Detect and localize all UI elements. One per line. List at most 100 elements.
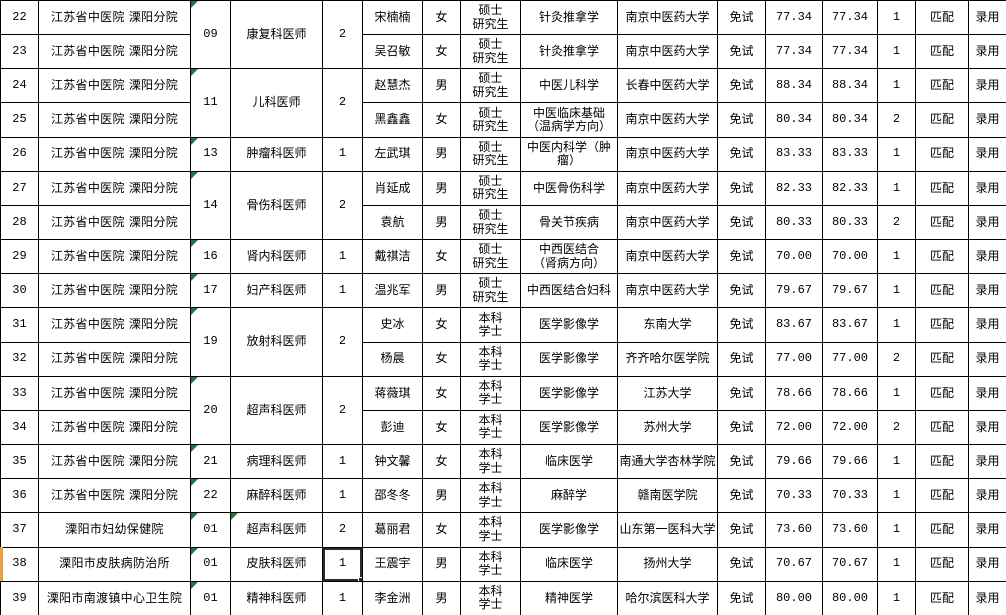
cell-sequence-number[interactable]: 31 — [0, 307, 39, 343]
cell-match-status[interactable]: 匹配 — [915, 580, 969, 615]
table-row[interactable]: 23 江苏省中医院 溧阳分院 吴召敏女硕士 研究生 针灸推拿学 南京中医药大学 免试 77.3… — [0, 34, 1006, 70]
cell-score-2[interactable]: 70.33 — [822, 478, 878, 514]
cell-post-code[interactable]: 11 — [190, 68, 231, 138]
table-row[interactable]: 29 江苏省中医院 溧阳分院 16 肾内科医师 1 戴祺洁女硕士 研究生 中西医结合 （肾病方向… — [0, 239, 1006, 275]
cell-exam-status[interactable]: 免试 — [717, 444, 766, 480]
cell-score-2[interactable]: 78.66 — [822, 375, 878, 411]
cell-score-2[interactable]: 79.67 — [822, 273, 878, 309]
cell-sequence-number[interactable]: 28 — [0, 204, 39, 241]
cell-sequence-number[interactable]: 22 — [0, 0, 39, 36]
cell-score-1[interactable]: 78.66 — [765, 375, 823, 411]
cell-degree[interactable]: 硕士 研究生 — [460, 102, 521, 138]
cell-result[interactable]: 录用 — [968, 34, 1006, 70]
cell-match-status[interactable]: 匹配 — [915, 273, 969, 309]
cell-school[interactable]: 赣南医学院 — [617, 478, 718, 514]
cell-score-1[interactable]: 77.34 — [765, 34, 823, 70]
cell-post-name[interactable]: 病理科医师 — [230, 444, 323, 480]
cell-post-code[interactable]: 16 — [190, 239, 231, 275]
cell-sequence-number[interactable]: 32 — [0, 341, 39, 377]
cell-result[interactable]: 录用 — [968, 546, 1006, 582]
cell-post-name[interactable]: 精神科医师 — [230, 580, 323, 615]
cell-school[interactable]: 江苏大学 — [617, 375, 718, 411]
cell-degree[interactable]: 硕士 研究生 — [460, 170, 521, 206]
cell-exam-status[interactable]: 免试 — [717, 307, 766, 343]
table-row[interactable]: 26 江苏省中医院 溧阳分院 13 肿瘤科医师 1 左武琪男硕士 研究生 中医内科学（肿瘤）南… — [0, 136, 1006, 172]
cell-gender[interactable]: 女 — [422, 239, 461, 275]
cell-degree[interactable]: 硕士 研究生 — [460, 68, 521, 104]
cell-sequence-number[interactable]: 38 — [0, 546, 39, 582]
cell-score-1[interactable]: 83.33 — [765, 136, 823, 172]
cell-score-1[interactable]: 82.33 — [765, 170, 823, 206]
cell-major[interactable]: 临床医学 — [520, 546, 618, 582]
cell-school[interactable]: 苏州大学 — [617, 409, 718, 446]
cell-match-status[interactable]: 匹配 — [915, 0, 969, 36]
cell-school[interactable]: 南通大学杏林学院 — [617, 444, 718, 480]
cell-post-name[interactable]: 放射科医师 — [230, 307, 323, 377]
cell-result[interactable]: 录用 — [968, 204, 1006, 241]
cell-exam-status[interactable]: 免试 — [717, 409, 766, 446]
cell-degree[interactable]: 硕士 研究生 — [460, 239, 521, 275]
cell-exam-status[interactable]: 免试 — [717, 102, 766, 138]
cell-score-2[interactable]: 88.34 — [822, 68, 878, 104]
cell-degree[interactable]: 本科 学士 — [460, 341, 521, 377]
cell-score-1[interactable]: 79.67 — [765, 273, 823, 309]
cell-sequence-number[interactable]: 25 — [0, 102, 39, 138]
cell-major[interactable]: 麻醉学 — [520, 478, 618, 514]
cell-rank[interactable]: 1 — [877, 512, 916, 548]
table-row[interactable]: 39 溧阳市南渡镇中心卫生院 01 精神科医师 1 李金洲男本科 学士 精神医学 哈尔滨医科大学… — [0, 580, 1006, 615]
cell-major[interactable]: 针灸推拿学 — [520, 34, 618, 70]
cell-school[interactable]: 哈尔滨医科大学 — [617, 580, 718, 615]
cell-employer-unit[interactable]: 江苏省中医院 溧阳分院 — [38, 444, 191, 480]
cell-post-name[interactable]: 超声科医师 — [230, 375, 323, 446]
table-row[interactable]: 28 江苏省中医院 溧阳分院 袁航男硕士 研究生 骨关节疾病 南京中医药大学 免试 80.33… — [0, 204, 1006, 241]
cell-match-status[interactable]: 匹配 — [915, 512, 969, 548]
cell-major[interactable]: 医学影像学 — [520, 307, 618, 343]
cell-employer-unit[interactable]: 江苏省中医院 溧阳分院 — [38, 341, 191, 377]
table-row[interactable]: 27 江苏省中医院 溧阳分院 14 骨伤科医师 2 肖延成男硕士 研究生 中医骨伤科学 南京中医… — [0, 170, 1006, 241]
cell-sequence-number[interactable]: 29 — [0, 239, 39, 275]
cell-exam-status[interactable]: 免试 — [717, 34, 766, 70]
cell-gender[interactable]: 女 — [422, 444, 461, 480]
cell-exam-status[interactable]: 免试 — [717, 375, 766, 411]
cell-school[interactable]: 东南大学 — [617, 307, 718, 343]
cell-employer-unit[interactable]: 江苏省中医院 溧阳分院 — [38, 409, 191, 446]
cell-score-1[interactable]: 80.33 — [765, 204, 823, 241]
cell-gender[interactable]: 女 — [422, 307, 461, 343]
cell-candidate-name[interactable]: 左武琪 — [362, 136, 423, 172]
cell-post-code[interactable]: 20 — [190, 375, 231, 446]
cell-rank[interactable]: 1 — [877, 546, 916, 582]
cell-score-2[interactable]: 83.67 — [822, 307, 878, 343]
cell-post-code[interactable]: 01 — [190, 580, 231, 615]
cell-post-name[interactable]: 妇产科医师 — [230, 273, 323, 309]
cell-rank[interactable]: 2 — [877, 341, 916, 377]
cell-headcount[interactable]: 2 — [322, 0, 363, 70]
cell-score-2[interactable]: 79.66 — [822, 444, 878, 480]
cell-match-status[interactable]: 匹配 — [915, 102, 969, 138]
cell-result[interactable]: 录用 — [968, 307, 1006, 343]
table-row[interactable]: 33 江苏省中医院 溧阳分院 20 超声科医师 2 蒋薇琪女本科 学士 医学影像学 江苏大学 免试… — [0, 375, 1006, 446]
cell-candidate-name[interactable]: 吴召敏 — [362, 34, 423, 70]
cell-employer-unit[interactable]: 溧阳市妇幼保健院 — [38, 512, 191, 548]
cell-candidate-name[interactable]: 宋楠楠 — [362, 0, 423, 36]
cell-school[interactable]: 南京中医药大学 — [617, 136, 718, 172]
cell-employer-unit[interactable]: 江苏省中医院 溧阳分院 — [38, 375, 191, 411]
cell-candidate-name[interactable]: 赵慧杰 — [362, 68, 423, 104]
cell-gender[interactable]: 女 — [422, 0, 461, 36]
cell-gender[interactable]: 女 — [422, 34, 461, 70]
cell-match-status[interactable]: 匹配 — [915, 478, 969, 514]
cell-candidate-name[interactable]: 钟文馨 — [362, 444, 423, 480]
cell-result[interactable]: 录用 — [968, 478, 1006, 514]
cell-degree[interactable]: 本科 学士 — [460, 478, 521, 514]
cell-major[interactable]: 精神医学 — [520, 580, 618, 615]
cell-headcount[interactable]: 2 — [322, 512, 363, 548]
cell-result[interactable]: 录用 — [968, 68, 1006, 104]
cell-gender[interactable]: 女 — [422, 512, 461, 548]
cell-rank[interactable]: 1 — [877, 68, 916, 104]
cell-result[interactable]: 录用 — [968, 273, 1006, 309]
cell-score-1[interactable]: 79.66 — [765, 444, 823, 480]
cell-rank[interactable]: 2 — [877, 204, 916, 241]
cell-score-2[interactable]: 82.33 — [822, 170, 878, 206]
cell-sequence-number[interactable]: 24 — [0, 68, 39, 104]
cell-result[interactable]: 录用 — [968, 0, 1006, 36]
